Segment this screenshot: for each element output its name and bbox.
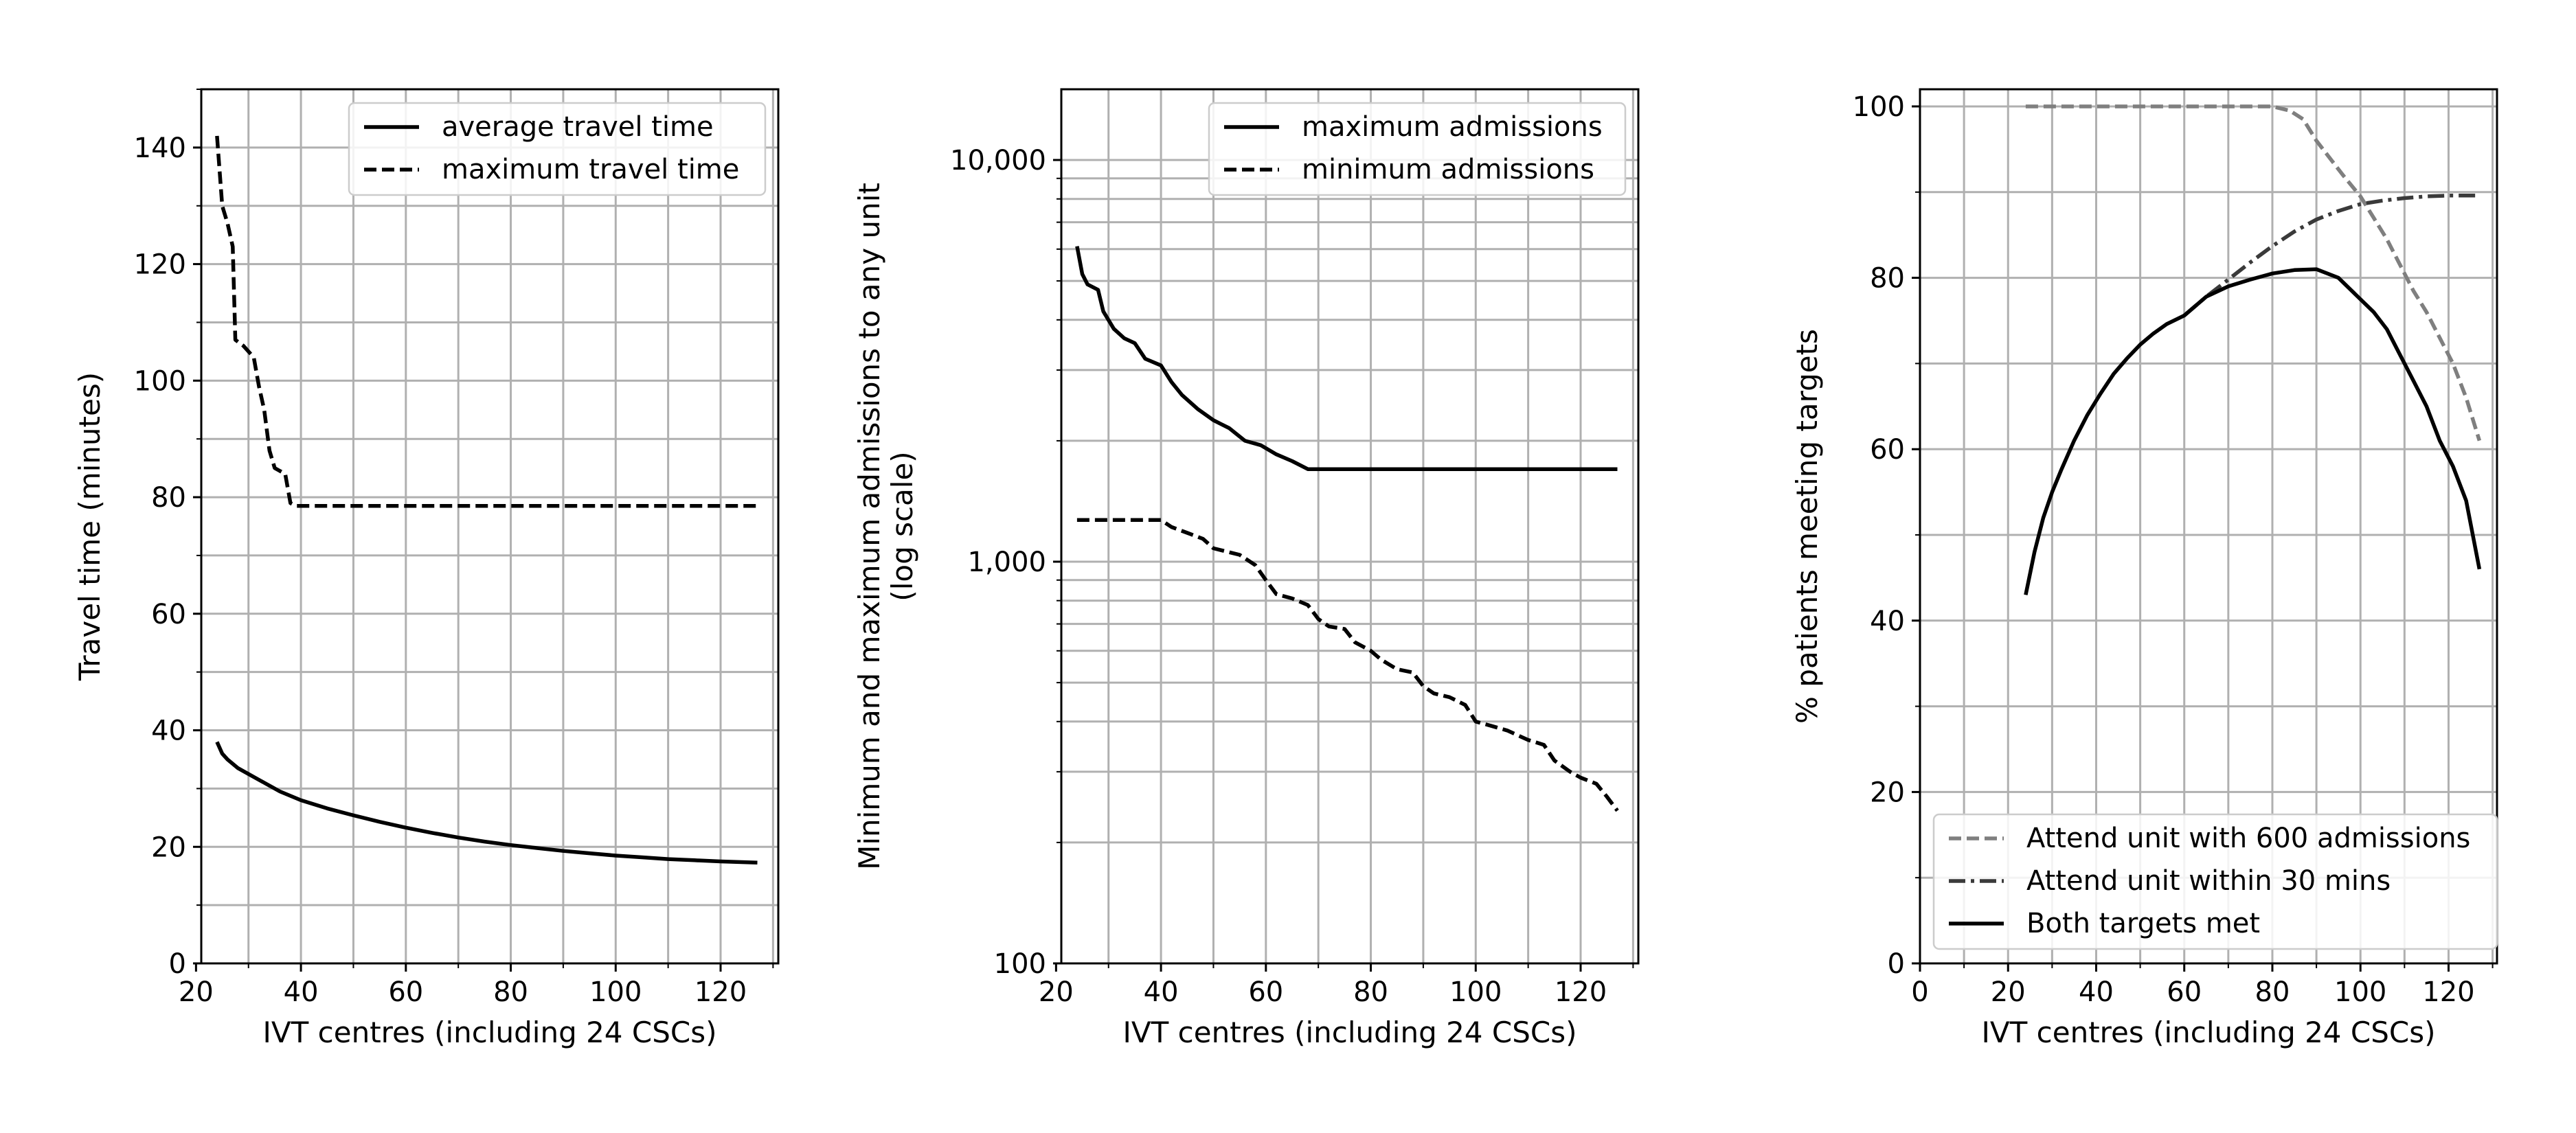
y-tick-label: 20: [1870, 777, 1905, 808]
y-tick-label: 40: [1870, 606, 1905, 637]
y-axis-label: Minimum and maximum admissions to any un…: [852, 183, 886, 870]
legend-label: maximum admissions: [1302, 111, 1603, 143]
y-axis-label: % patients meeting targets: [1790, 329, 1824, 724]
series-line-maximum-travel-time: [215, 135, 758, 508]
legend-label: average travel time: [442, 111, 714, 143]
y-axis-label: Travel time (minutes): [73, 372, 106, 681]
x-tick-label: 60: [1248, 976, 1283, 1008]
plot-area: [201, 89, 778, 963]
legend: average travel time maximum travel time: [348, 102, 767, 196]
legend-label: Attend unit within 30 mins: [2026, 865, 2391, 897]
legend-label: Both targets met: [2026, 908, 2260, 939]
x-tick-label: 80: [493, 976, 528, 1008]
x-tick-label: 80: [2255, 976, 2290, 1008]
y-tick-label: 140: [134, 133, 186, 164]
legend-box: [348, 102, 767, 196]
series-line-average-travel-time: [215, 741, 758, 865]
series-line-attend-unit-with-600-admissions: [2025, 104, 2482, 442]
y-tick-label: 10,000: [950, 145, 1046, 176]
y-tick-label: 120: [134, 249, 186, 281]
x-tick-label: 80: [1353, 976, 1388, 1008]
y-tick-label: 100: [1853, 91, 1905, 123]
x-tick-label: 20: [179, 976, 214, 1008]
legend-box: [1208, 102, 1627, 196]
legend: Attend unit with 600 admissions Attend un…: [1932, 813, 2498, 950]
series-line-maximum-admissions: [1075, 246, 1618, 471]
y-tick-label: 80: [1870, 263, 1905, 295]
x-tick-label: 100: [1449, 976, 1502, 1008]
y-axis-label-line2: (log scale): [885, 451, 919, 601]
targets-chart: 0 20 40 60 80 100 120 0 20 40 60 80 100 IVT centres (…: [1790, 88, 2498, 1049]
axes-frame: [200, 88, 780, 965]
legend-label: Attend unit with 600 admissions: [2026, 823, 2470, 854]
x-tick-label: 20: [1039, 976, 1074, 1008]
x-tick-label: 40: [1144, 976, 1179, 1008]
y-tick-label: 40: [151, 716, 186, 747]
axes-frame: [1919, 88, 2498, 965]
x-axis-label: IVT centres (including 24 CSCs): [263, 1016, 717, 1049]
x-tick-label: 40: [284, 976, 319, 1008]
x-tick-label: 120: [2422, 976, 2474, 1008]
y-tick-label: 80: [151, 482, 186, 514]
x-axis-label: IVT centres (including 24 CSCs): [1123, 1016, 1577, 1049]
y-tick-label: 60: [1870, 434, 1905, 466]
legend: maximum admissions minimum admissions: [1208, 102, 1627, 196]
y-tick-label: 1,000: [967, 547, 1046, 578]
legend-label: maximum travel time: [442, 154, 739, 185]
x-tick-label: 100: [2334, 976, 2386, 1008]
plot-area: [1061, 89, 1638, 963]
series-line-both-targets-met: [2024, 267, 2482, 595]
axes-frame: [1060, 88, 1640, 965]
x-tick-label: 120: [1555, 976, 1607, 1008]
y-tick-label: 20: [151, 832, 186, 863]
x-tick-label: 60: [2167, 976, 2202, 1008]
y-tick-label: 100: [134, 365, 186, 397]
y-tick-label: 100: [994, 948, 1046, 980]
y-tick-label: 0: [1888, 948, 1905, 980]
legend-label: minimum admissions: [1302, 154, 1594, 185]
y-tick-label: 60: [151, 599, 186, 630]
x-tick-label: 100: [589, 976, 642, 1008]
legend-box: [1932, 813, 2498, 950]
admissions-chart: 20 40 60 80 100 120 100 1,000 10,000 IVT centres …: [852, 88, 1640, 1049]
series-line-minimum-admissions: [1076, 518, 1619, 812]
x-tick-label: 120: [694, 976, 747, 1008]
x-axis-label: IVT centres (including 24 CSCs): [1982, 1016, 2436, 1049]
y-tick-label: 0: [169, 948, 186, 980]
x-tick-label: 60: [388, 976, 423, 1008]
x-tick-label: 40: [2079, 976, 2114, 1008]
x-tick-label: 0: [1911, 976, 1928, 1008]
x-tick-label: 20: [1991, 976, 2026, 1008]
